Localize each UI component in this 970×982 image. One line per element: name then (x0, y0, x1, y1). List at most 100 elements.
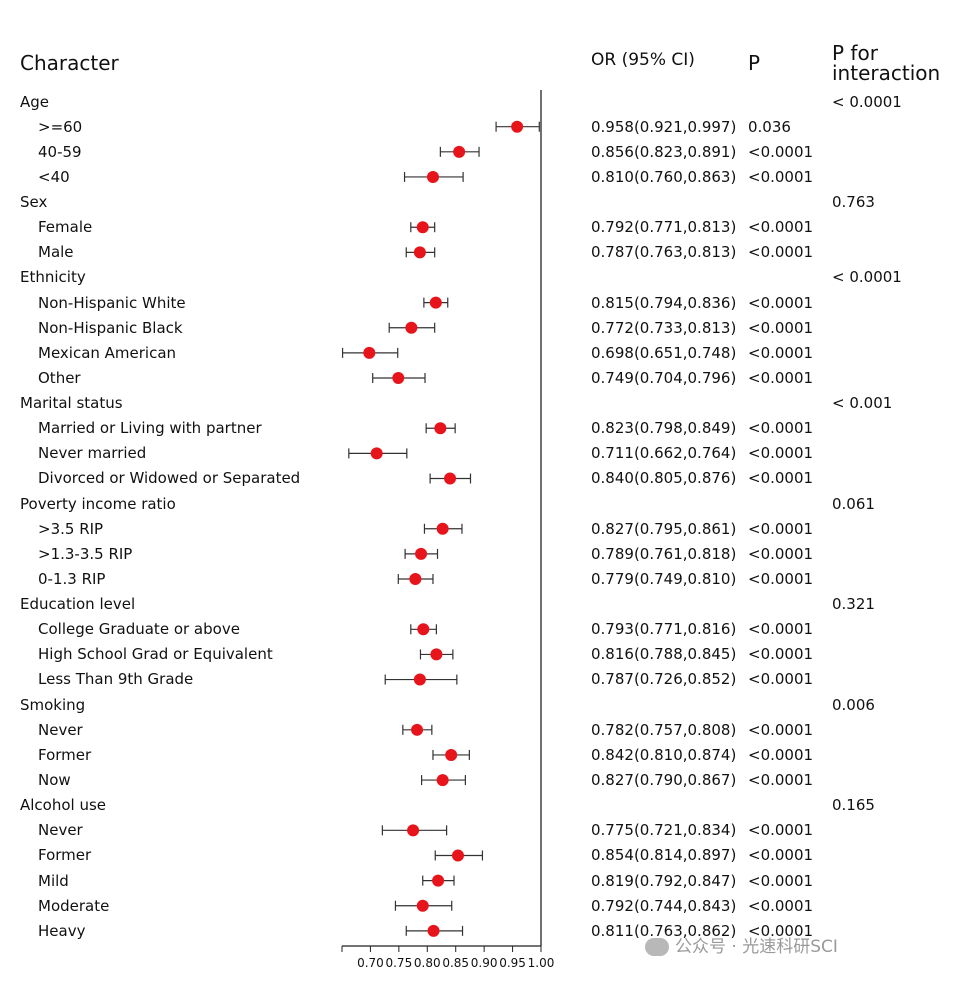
subgroup-label: Never married (38, 444, 147, 463)
subgroup-row: College Graduate or above 0.793(0.771,0.8… (0, 617, 970, 642)
or-point (411, 723, 424, 736)
x-tick-label: 1.00 (528, 956, 555, 970)
or-point (444, 472, 457, 485)
or-point (413, 246, 426, 259)
p-value: 0.036 (748, 117, 791, 136)
subgroup-row: Non-Hispanic White 0.815(0.794,0.836) <0.0… (0, 290, 970, 315)
or-ci-value: 0.823(0.798,0.849) (591, 419, 737, 438)
p-interaction-value: < 0.0001 (832, 268, 902, 287)
subgroup-row: 0-1.3 RIP 0.779(0.749,0.810) <0.0001 (0, 566, 970, 591)
or-ci-value: 0.779(0.749,0.810) (591, 569, 737, 588)
or-point (370, 447, 383, 460)
subgroup-row: Former 0.842(0.810,0.874) <0.0001 (0, 742, 970, 767)
subgroup-row: Never 0.782(0.757,0.808) <0.0001 (0, 717, 970, 742)
subgroup-label: Less Than 9th Grade (38, 670, 194, 689)
or-ci-value: 0.749(0.704,0.796) (591, 368, 737, 387)
subgroup-row: Former 0.854(0.814,0.897) <0.0001 (0, 843, 970, 868)
p-interaction-value: 0.763 (832, 193, 875, 212)
p-value: <0.0001 (748, 469, 814, 488)
subgroup-row: >=60 0.958(0.921,0.997) 0.036 (0, 114, 970, 139)
subgroup-row: Heavy 0.811(0.763,0.862) <0.0001 (0, 918, 970, 943)
or-ci-value: 0.840(0.805,0.876) (591, 469, 737, 488)
or-ci-value: 0.854(0.814,0.897) (591, 846, 737, 865)
or-ci-value: 0.793(0.771,0.816) (591, 620, 737, 639)
header-character: Character (20, 51, 119, 75)
group-label: Sex (20, 193, 48, 212)
or-ci-value: 0.958(0.921,0.997) (591, 117, 737, 136)
subgroup-row: Moderate 0.792(0.744,0.843) <0.0001 (0, 893, 970, 918)
header-p-interaction: P for interaction (832, 43, 940, 83)
wechat-icon (645, 938, 669, 956)
p-value: <0.0001 (748, 343, 814, 362)
subgroup-label: Now (38, 771, 71, 789)
p-value: <0.0001 (748, 821, 814, 840)
subgroup-label: Heavy (38, 921, 86, 940)
subgroup-row: Married or Living with partner 0.823(0.79… (0, 416, 970, 441)
subgroup-row: High School Grad or Equivalent 0.816(0.78… (0, 642, 970, 667)
p-value: <0.0001 (748, 444, 814, 463)
subgroup-label: Female (38, 218, 93, 237)
header-p: P (748, 51, 761, 75)
subgroup-label: Mild (38, 871, 69, 890)
or-ci-value: 0.810(0.760,0.863) (591, 167, 737, 186)
subgroup-label: Male (38, 243, 74, 262)
or-point (511, 120, 524, 133)
p-interaction-value: 0.165 (832, 796, 875, 815)
or-ci-value: 0.787(0.726,0.852) (591, 670, 737, 689)
or-ci-value: 0.782(0.757,0.808) (591, 720, 737, 739)
or-ci-value: 0.775(0.721,0.834) (591, 821, 737, 840)
or-point (451, 849, 464, 862)
group-row: Age < 0.0001 (0, 89, 970, 114)
p-value: <0.0001 (748, 896, 814, 915)
x-tick-label: 0.80 (414, 956, 441, 970)
p-value: <0.0001 (748, 544, 814, 563)
subgroup-row: Less Than 9th Grade 0.787(0.726,0.852) <0.… (0, 667, 970, 692)
group-label: Age (20, 92, 50, 111)
group-row: Education level 0.321 (0, 592, 970, 617)
subgroup-row: Non-Hispanic Black 0.772(0.733,0.813) <0.0… (0, 315, 970, 340)
or-ci-value: 0.811(0.763,0.862) (591, 921, 737, 940)
p-value: <0.0001 (748, 771, 814, 789)
subgroup-label: Non-Hispanic Black (38, 318, 183, 337)
x-tick-label: 0.75 (385, 956, 412, 970)
p-value: <0.0001 (748, 243, 814, 262)
subgroup-label: Married or Living with partner (38, 419, 262, 438)
group-row: Ethnicity < 0.0001 (0, 265, 970, 290)
p-interaction-value: 0.006 (832, 695, 875, 714)
x-tick-label: 0.85 (442, 956, 469, 970)
or-point (405, 321, 418, 334)
subgroup-label: Divorced or Widowed or Separated (38, 469, 301, 488)
or-ci-value: 0.842(0.810,0.874) (591, 745, 737, 764)
p-interaction-value: 0.321 (832, 595, 875, 614)
subgroup-label: Former (38, 846, 92, 865)
p-value: <0.0001 (748, 519, 814, 538)
or-ci-value: 0.827(0.790,0.867) (591, 771, 737, 789)
or-point (416, 221, 429, 234)
group-label: Smoking (20, 695, 86, 714)
or-point (430, 648, 443, 661)
or-point (427, 924, 440, 937)
subgroup-label: 40-59 (38, 142, 82, 161)
or-ci-value: 0.772(0.733,0.813) (591, 318, 737, 337)
or-ci-value: 0.792(0.771,0.813) (591, 218, 737, 237)
subgroup-label: 0-1.3 RIP (38, 569, 106, 588)
or-point (407, 824, 420, 837)
subgroup-label: Moderate (38, 896, 110, 915)
subgroup-label: Other (38, 368, 81, 387)
or-ci-value: 0.819(0.792,0.847) (591, 871, 737, 890)
subgroup-label: College Graduate or above (38, 620, 240, 639)
subgroup-row: Male 0.787(0.763,0.813) <0.0001 (0, 240, 970, 265)
or-point (426, 170, 439, 183)
subgroup-row: >3.5 RIP 0.827(0.795,0.861) <0.0001 (0, 516, 970, 541)
x-tick-label: 0.70 (357, 956, 384, 970)
subgroup-label: >3.5 RIP (38, 519, 104, 538)
p-value: <0.0001 (748, 218, 814, 237)
subgroup-label: >1.3-3.5 RIP (38, 544, 133, 563)
p-value: <0.0001 (748, 318, 814, 337)
p-value: <0.0001 (748, 871, 814, 890)
or-ci-value: 0.856(0.823,0.891) (591, 142, 737, 161)
or-point (416, 899, 429, 912)
or-point (436, 522, 449, 535)
or-point (453, 145, 466, 158)
p-value: <0.0001 (748, 569, 814, 588)
